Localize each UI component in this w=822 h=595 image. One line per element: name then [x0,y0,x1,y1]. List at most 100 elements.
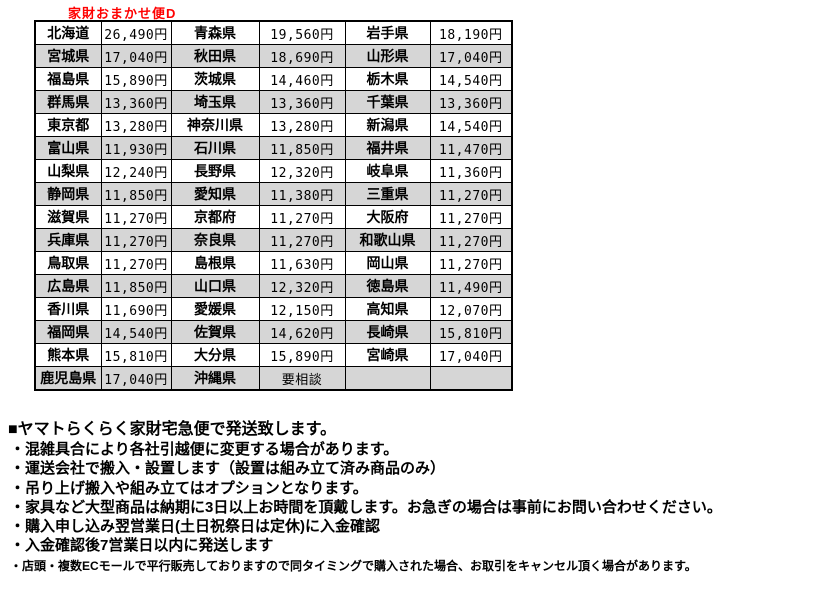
table-row: 富山県 11,930円 石川県 11,850円 福井県 11,470円 [34,136,513,160]
prefecture-cell: 埼玉県 [170,90,260,114]
prefecture-cell: 奈良県 [170,228,260,252]
prefecture-cell: 大阪府 [344,205,431,229]
table-row: 山梨県 12,240円 長野県 12,320円 岐阜県 11,360円 [34,159,513,183]
prefecture-cell: 千葉県 [344,90,431,114]
prefecture-cell: 高知県 [344,297,431,321]
price-cell: 14,540円 [429,113,513,137]
note-item: ・入金確認後7営業日以内に発送します [10,537,274,555]
price-cell: 14,620円 [258,320,346,344]
price-cell: 11,270円 [429,228,513,252]
prefecture-cell: 新潟県 [344,113,431,137]
prefecture-cell: 長野県 [170,159,260,183]
prefecture-cell: 愛知県 [170,182,260,206]
prefecture-cell: 福井県 [344,136,431,160]
price-cell: 13,280円 [100,113,172,137]
prefecture-cell: 福島県 [34,67,102,91]
table-row: 宮城県 17,040円 秋田県 18,690円 山形県 17,040円 [34,44,513,68]
price-cell: 14,540円 [100,320,172,344]
prefecture-cell: 宮城県 [34,44,102,68]
price-cell: 12,240円 [100,159,172,183]
price-cell: 12,070円 [429,297,513,321]
table-row: 東京都 13,280円 神奈川県 13,280円 新潟県 14,540円 [34,113,513,137]
price-cell: 17,040円 [100,366,172,391]
note-item: ・購入申し込み翌営業日(土日祝祭日は定休)に入金確認 [10,518,380,536]
price-cell: 要相談 [258,366,346,391]
prefecture-cell: 岡山県 [344,251,431,275]
price-cell: 13,360円 [100,90,172,114]
prefecture-cell: 沖縄県 [170,366,260,391]
table-row: 群馬県 13,360円 埼玉県 13,360円 千葉県 13,360円 [34,90,513,114]
prefecture-cell: 東京都 [34,113,102,137]
price-cell: 11,850円 [258,136,346,160]
price-cell: 11,850円 [100,274,172,298]
prefecture-cell: 秋田県 [170,44,260,68]
prefecture-cell: 茨城県 [170,67,260,91]
price-cell: 11,270円 [258,205,346,229]
price-cell: 14,460円 [258,67,346,91]
prefecture-cell: 滋賀県 [34,205,102,229]
price-cell: 15,810円 [429,320,513,344]
prefecture-cell: 石川県 [170,136,260,160]
cancellation-footnote: ・店頭・複数ECモールで平行販売しておりますので同タイミングで購入された場合、お… [10,559,697,573]
price-cell: 11,380円 [258,182,346,206]
table-row: 静岡県 11,850円 愛知県 11,380円 三重県 11,270円 [34,182,513,206]
table-row: 広島県 11,850円 山口県 12,320円 徳島県 11,490円 [34,274,513,298]
price-cell: 19,560円 [258,20,346,45]
prefecture-cell: 鹿児島県 [34,366,102,391]
prefecture-cell: 山形県 [344,44,431,68]
prefecture-cell: 長崎県 [344,320,431,344]
price-cell: 11,270円 [100,205,172,229]
prefecture-cell: 北海道 [34,20,102,45]
prefecture-cell: 和歌山県 [344,228,431,252]
shipping-notes-heading: ■ヤマトらくらく家財宅急便で発送致します。 [8,421,337,438]
price-cell: 11,270円 [429,182,513,206]
price-cell: 11,270円 [429,251,513,275]
prefecture-cell [344,366,431,391]
prefecture-cell: 富山県 [34,136,102,160]
price-cell: 17,040円 [429,44,513,68]
price-cell [429,366,513,391]
prefecture-cell: 熊本県 [34,343,102,367]
price-cell: 11,270円 [100,228,172,252]
table-row: 鹿児島県 17,040円 沖縄県 要相談 [34,366,513,391]
shipping-fee-table: 北海道 26,490円 青森県 19,560円 岩手県 18,190円 宮城県 17,040円… [34,20,513,391]
price-cell: 18,690円 [258,44,346,68]
prefecture-cell: 島根県 [170,251,260,275]
price-cell: 11,470円 [429,136,513,160]
note-item: ・混雑具合により各社引越便に変更する場合があります。 [10,441,399,458]
prefecture-cell: 宮崎県 [344,343,431,367]
prefecture-cell: 鳥取県 [34,251,102,275]
table-row: 兵庫県 11,270円 奈良県 11,270円 和歌山県 11,270円 [34,228,513,252]
prefecture-cell: 青森県 [170,20,260,45]
prefecture-cell: 岩手県 [344,20,431,45]
price-cell: 15,890円 [100,67,172,91]
price-cell: 15,890円 [258,343,346,367]
prefecture-cell: 徳島県 [344,274,431,298]
prefecture-cell: 群馬県 [34,90,102,114]
prefecture-cell: 福岡県 [34,320,102,344]
prefecture-cell: 岐阜県 [344,159,431,183]
shipping-table-title: 家財おまかせ便D [68,6,177,21]
prefecture-cell: 山梨県 [34,159,102,183]
price-cell: 12,320円 [258,274,346,298]
prefecture-cell: 静岡県 [34,182,102,206]
price-cell: 11,360円 [429,159,513,183]
price-cell: 14,540円 [429,67,513,91]
price-cell: 18,190円 [429,20,513,45]
price-cell: 11,630円 [258,251,346,275]
note-item: ・運送会社で搬入・設置します（設置は組み立て済み商品のみ） [10,460,446,478]
price-cell: 11,930円 [100,136,172,160]
price-cell: 12,150円 [258,297,346,321]
prefecture-cell: 山口県 [170,274,260,298]
price-cell: 11,270円 [100,251,172,275]
price-cell: 11,270円 [258,228,346,252]
table-row: 滋賀県 11,270円 京都府 11,270円 大阪府 11,270円 [34,205,513,229]
prefecture-cell: 香川県 [34,297,102,321]
note-item: ・家具など大型商品は納期に3日以上お時間を頂戴します。お急ぎの場合は事前にお問い… [10,498,722,516]
price-cell: 15,810円 [100,343,172,367]
prefecture-cell: 三重県 [344,182,431,206]
price-cell: 12,320円 [258,159,346,183]
table-row: 熊本県 15,810円 大分県 15,890円 宮崎県 17,040円 [34,343,513,367]
price-cell: 11,850円 [100,182,172,206]
